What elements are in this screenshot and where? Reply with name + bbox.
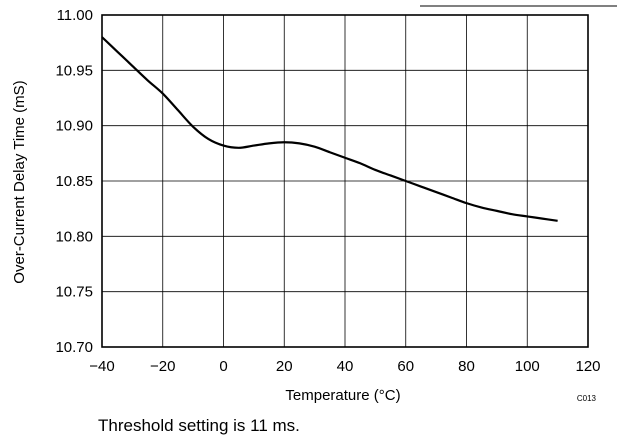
y-tick-label: 10.70	[55, 339, 93, 356]
x-tick-label: −20	[150, 358, 175, 375]
x-tick-label: 120	[575, 358, 600, 375]
plot-frame	[101, 14, 589, 348]
x-tick-labels: −40 −20 0 20 40 60 80 100 120	[89, 358, 600, 375]
y-tick-label: 10.90	[55, 118, 93, 135]
x-tick-label: −40	[89, 358, 114, 375]
grid	[102, 15, 588, 347]
y-tick-label: 10.75	[55, 284, 93, 301]
series-layer	[101, 36, 558, 222]
y-axis-title: Over-Current Delay Time (mS)	[11, 80, 28, 283]
y-tick-label: 10.85	[55, 173, 93, 190]
series-line	[101, 36, 558, 222]
y-tick-label: 10.80	[55, 228, 93, 245]
x-tick-label: 60	[397, 358, 414, 375]
y-tick-label: 10.95	[55, 62, 93, 79]
x-tick-label: 40	[337, 358, 354, 375]
x-axis-title: Temperature (°C)	[285, 387, 400, 404]
caption-text: Threshold setting is 11 ms.	[98, 416, 300, 435]
x-tick-label: 80	[458, 358, 475, 375]
x-tick-label: 0	[219, 358, 227, 375]
figure-id: C013	[577, 394, 597, 403]
y-tick-label: 11.00	[57, 7, 93, 24]
x-tick-label: 20	[276, 358, 293, 375]
y-tick-labels: 10.70 10.75 10.80 10.85 10.90 10.95 11.00	[55, 7, 93, 356]
x-tick-label: 100	[515, 358, 540, 375]
